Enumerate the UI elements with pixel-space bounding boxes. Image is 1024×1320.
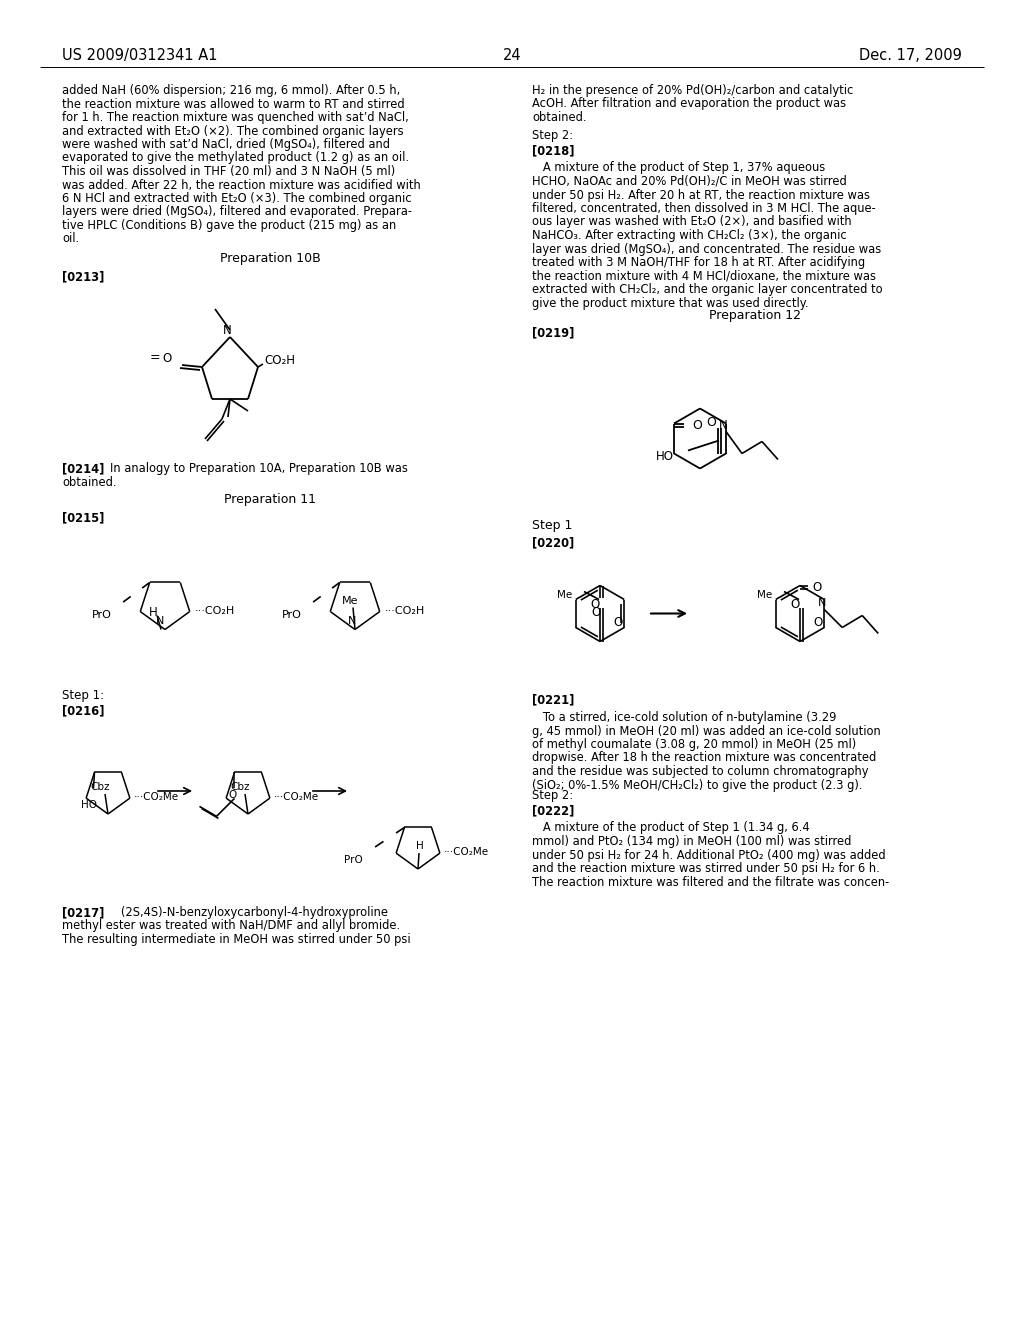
Text: To a stirred, ice-cold solution of n-butylamine (3.29: To a stirred, ice-cold solution of n-but…	[532, 711, 837, 723]
Text: layer was dried (MgSO₄), and concentrated. The residue was: layer was dried (MgSO₄), and concentrate…	[532, 243, 882, 256]
Text: In analogy to Preparation 10A, Preparation 10B was: In analogy to Preparation 10A, Preparati…	[110, 462, 408, 475]
Text: Cbz: Cbz	[230, 781, 250, 792]
Text: [0215]: [0215]	[62, 511, 104, 524]
Text: H: H	[148, 606, 158, 619]
Text: ···CO₂H: ···CO₂H	[195, 606, 234, 615]
Text: HO: HO	[656, 450, 674, 463]
Text: methyl ester was treated with NaH/DMF and allyl bromide.: methyl ester was treated with NaH/DMF an…	[62, 920, 400, 932]
Text: H: H	[416, 841, 424, 851]
Text: [0220]: [0220]	[532, 536, 574, 549]
Text: (2S,4S)-N-benzyloxycarbonyl-4-hydroxyproline: (2S,4S)-N-benzyloxycarbonyl-4-hydroxypro…	[110, 906, 388, 919]
Text: dropwise. After 18 h the reaction mixture was concentrated: dropwise. After 18 h the reaction mixtur…	[532, 751, 877, 764]
Text: [0219]: [0219]	[532, 326, 574, 339]
Text: HO: HO	[82, 800, 97, 810]
Text: Cbz: Cbz	[90, 781, 110, 792]
Text: O: O	[692, 418, 701, 432]
Text: Me: Me	[557, 590, 572, 599]
Text: A mixture of the product of Step 1, 37% aqueous: A mixture of the product of Step 1, 37% …	[532, 161, 825, 174]
Text: treated with 3 M NaOH/THF for 18 h at RT. After acidifying: treated with 3 M NaOH/THF for 18 h at RT…	[532, 256, 865, 269]
Text: [0221]: [0221]	[532, 693, 574, 706]
Text: The reaction mixture was filtered and the filtrate was concen-: The reaction mixture was filtered and th…	[532, 875, 889, 888]
Text: Dec. 17, 2009: Dec. 17, 2009	[859, 48, 962, 63]
Text: N: N	[818, 598, 826, 609]
Text: N: N	[156, 616, 164, 627]
Text: The resulting intermediate in MeOH was stirred under 50 psi: The resulting intermediate in MeOH was s…	[62, 933, 411, 946]
Text: under 50 psi H₂. After 20 h at RT, the reaction mixture was: under 50 psi H₂. After 20 h at RT, the r…	[532, 189, 870, 202]
Text: O: O	[812, 581, 821, 594]
Text: oil.: oil.	[62, 232, 79, 246]
Text: extracted with CH₂Cl₂, and the organic layer concentrated to: extracted with CH₂Cl₂, and the organic l…	[532, 282, 883, 296]
Text: mmol) and PtO₂ (134 mg) in MeOH (100 ml) was stirred: mmol) and PtO₂ (134 mg) in MeOH (100 ml)…	[532, 836, 851, 847]
Text: Step 2:: Step 2:	[532, 128, 573, 141]
Text: ···CO₂Me: ···CO₂Me	[443, 847, 489, 857]
Text: g, 45 mmol) in MeOH (20 ml) was added an ice-cold solution: g, 45 mmol) in MeOH (20 ml) was added an…	[532, 725, 881, 738]
Text: obtained.: obtained.	[532, 111, 587, 124]
Text: H₂ in the presence of 20% Pd(OH)₂/carbon and catalytic: H₂ in the presence of 20% Pd(OH)₂/carbon…	[532, 84, 853, 96]
Text: AcOH. After filtration and evaporation the product was: AcOH. After filtration and evaporation t…	[532, 98, 846, 111]
Text: PrO: PrO	[92, 610, 112, 620]
Text: O: O	[791, 598, 800, 610]
Text: the reaction mixture was allowed to warm to RT and stirred: the reaction mixture was allowed to warm…	[62, 98, 404, 111]
Text: tive HPLC (Conditions B) gave the product (215 mg) as an: tive HPLC (Conditions B) gave the produc…	[62, 219, 396, 232]
Text: This oil was dissolved in THF (20 ml) and 3 N NaOH (5 ml): This oil was dissolved in THF (20 ml) an…	[62, 165, 395, 178]
Text: and extracted with Et₂O (×2). The combined organic layers: and extracted with Et₂O (×2). The combin…	[62, 124, 403, 137]
Text: Me: Me	[342, 595, 358, 606]
Text: ous layer was washed with Et₂O (2×), and basified with: ous layer was washed with Et₂O (2×), and…	[532, 215, 852, 228]
Text: was added. After 22 h, the reaction mixture was acidified with: was added. After 22 h, the reaction mixt…	[62, 178, 421, 191]
Text: O: O	[706, 416, 716, 429]
Text: N: N	[719, 418, 727, 432]
Text: HCHO, NaOAc and 20% Pd(OH)₂/C in MeOH was stirred: HCHO, NaOAc and 20% Pd(OH)₂/C in MeOH wa…	[532, 176, 847, 187]
Text: O: O	[592, 606, 601, 619]
Text: of methyl coumalate (3.08 g, 20 mmol) in MeOH (25 ml): of methyl coumalate (3.08 g, 20 mmol) in…	[532, 738, 856, 751]
Text: Preparation 10B: Preparation 10B	[219, 252, 321, 265]
Text: [0222]: [0222]	[532, 804, 574, 817]
Text: filtered, concentrated, then dissolved in 3 M HCl. The aque-: filtered, concentrated, then dissolved i…	[532, 202, 876, 215]
Text: [0216]: [0216]	[62, 704, 104, 717]
Text: and the reaction mixture was stirred under 50 psi H₂ for 6 h.: and the reaction mixture was stirred und…	[532, 862, 880, 875]
Text: the reaction mixture with 4 M HCl/dioxane, the mixture was: the reaction mixture with 4 M HCl/dioxan…	[532, 269, 876, 282]
Text: N: N	[348, 616, 356, 627]
Text: O: O	[228, 791, 237, 800]
Text: [0214]: [0214]	[62, 462, 104, 475]
Text: and the residue was subjected to column chromatography: and the residue was subjected to column …	[532, 766, 868, 777]
Text: Step 1:: Step 1:	[62, 689, 104, 701]
Text: ···CO₂H: ···CO₂H	[385, 606, 425, 615]
Text: O: O	[591, 598, 600, 610]
Text: obtained.: obtained.	[62, 475, 117, 488]
Text: Preparation 12: Preparation 12	[709, 309, 801, 322]
Text: evaporated to give the methylated product (1.2 g) as an oil.: evaporated to give the methylated produc…	[62, 152, 409, 165]
Text: added NaH (60% dispersion; 216 mg, 6 mmol). After 0.5 h,: added NaH (60% dispersion; 216 mg, 6 mmo…	[62, 84, 400, 96]
Text: A mixture of the product of Step 1 (1.34 g, 6.4: A mixture of the product of Step 1 (1.34…	[532, 821, 810, 834]
Text: US 2009/0312341 A1: US 2009/0312341 A1	[62, 48, 217, 63]
Text: (SiO₂; 0%-1.5% MeOH/CH₂Cl₂) to give the product (2.3 g).: (SiO₂; 0%-1.5% MeOH/CH₂Cl₂) to give the …	[532, 779, 862, 792]
Text: for 1 h. The reaction mixture was quenched with sat’d NaCl,: for 1 h. The reaction mixture was quench…	[62, 111, 409, 124]
Text: under 50 psi H₂ for 24 h. Additional PtO₂ (400 mg) was added: under 50 psi H₂ for 24 h. Additional PtO…	[532, 849, 886, 862]
Text: O: O	[613, 616, 623, 630]
Text: Preparation 11: Preparation 11	[224, 494, 316, 507]
Text: Me: Me	[757, 590, 772, 599]
Text: NaHCO₃. After extracting with CH₂Cl₂ (3×), the organic: NaHCO₃. After extracting with CH₂Cl₂ (3×…	[532, 228, 847, 242]
Text: =: =	[150, 351, 161, 364]
Text: were washed with sat’d NaCl, dried (MgSO₄), filtered and: were washed with sat’d NaCl, dried (MgSO…	[62, 139, 390, 150]
Text: layers were dried (MgSO₄), filtered and evaporated. Prepara-: layers were dried (MgSO₄), filtered and …	[62, 206, 412, 219]
Text: O: O	[814, 616, 823, 630]
Text: [0218]: [0218]	[532, 144, 574, 157]
Text: ···CO₂Me: ···CO₂Me	[134, 792, 179, 803]
Text: Step 2:: Step 2:	[532, 788, 573, 801]
Text: 6 N HCl and extracted with Et₂O (×3). The combined organic: 6 N HCl and extracted with Et₂O (×3). Th…	[62, 191, 412, 205]
Text: Step 1: Step 1	[532, 519, 572, 532]
Text: O: O	[163, 351, 172, 364]
Text: ···CO₂Me: ···CO₂Me	[273, 792, 319, 803]
Text: [0217]: [0217]	[62, 906, 104, 919]
Text: PrO: PrO	[344, 855, 362, 866]
Text: give the product mixture that was used directly.: give the product mixture that was used d…	[532, 297, 809, 309]
Text: PrO: PrO	[282, 610, 302, 620]
Text: CO₂H: CO₂H	[264, 355, 295, 367]
Text: [0213]: [0213]	[62, 271, 104, 282]
Text: 24: 24	[503, 48, 521, 63]
Text: N: N	[222, 323, 231, 337]
